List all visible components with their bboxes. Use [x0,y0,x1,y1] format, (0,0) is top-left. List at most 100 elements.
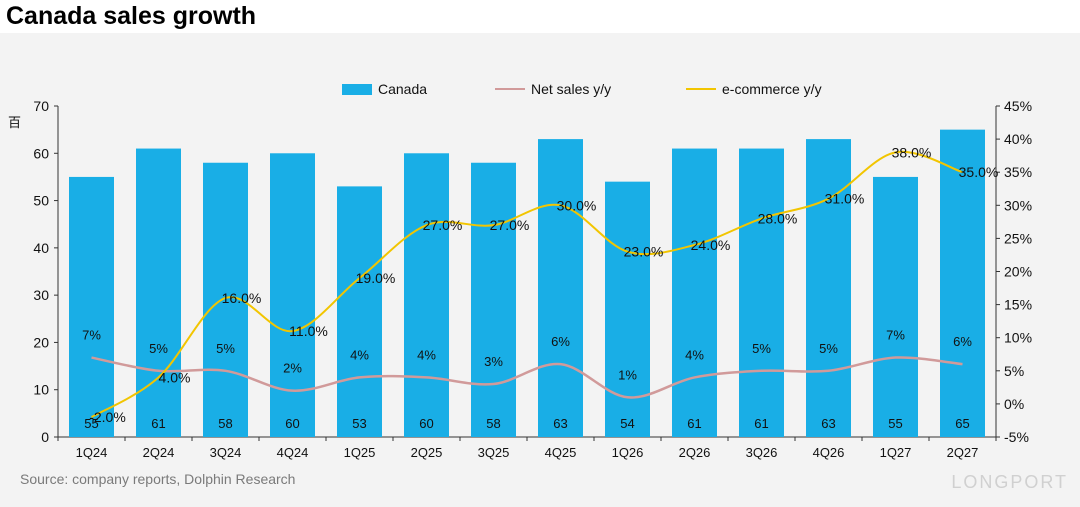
data-label-ecommerce: 11.0% [289,323,328,339]
data-label-canada: 61 [754,416,768,431]
y-tick-label-right: 30% [1004,197,1032,213]
x-tick-label: 3Q26 [746,445,778,460]
legend-label-ecommerce: e-commerce y/y [722,81,822,97]
y-tick-label-right: 40% [1004,131,1032,147]
bar-canada [471,162,516,437]
data-label-net-sales: 1% [618,367,637,382]
data-label-canada: 63 [553,416,567,431]
legend: Canada Net sales y/y e-commerce y/y [0,81,1080,101]
data-label-ecommerce: 19.0% [356,270,396,286]
legend-swatch-net-sales [495,88,525,90]
x-tick-label: 4Q24 [277,445,309,460]
y-tick-label-left: 20 [33,334,49,350]
y-tick-label-right: 35% [1004,164,1032,180]
x-tick-label: 2Q24 [143,445,175,460]
data-label-ecommerce: 24.0% [691,237,731,253]
bar-canada [270,153,315,438]
y-tick-label-right: 15% [1004,297,1032,313]
data-label-net-sales: 7% [82,328,101,343]
data-label-canada: 61 [687,416,701,431]
bar-canada [337,186,382,437]
y-tick-label-right: -5% [1004,429,1029,445]
bar-canada [605,181,650,437]
legend-swatch-ecommerce [686,88,716,90]
y-tick-label-right: 10% [1004,330,1032,346]
data-label-canada: 55 [888,416,902,431]
x-tick-label: 1Q27 [880,445,912,460]
x-tick-label: 1Q26 [612,445,644,460]
line-ecommerce [90,150,963,419]
legend-label-canada: Canada [378,81,428,97]
data-label-canada: 65 [955,416,969,431]
y-axis-label: 百 [8,115,22,130]
legend-item-canada: Canada [342,81,427,97]
data-label-net-sales: 5% [752,341,771,356]
data-label-ecommerce: 28.0% [758,211,798,227]
data-label-canada: 53 [352,416,366,431]
data-label-net-sales: 3% [484,354,503,369]
data-label-ecommerce: 16.0% [222,290,262,306]
data-label-net-sales: 4% [685,347,704,362]
data-label-ecommerce: 35.0% [959,164,999,180]
x-tick-label: 2Q27 [947,445,979,460]
data-label-ecommerce: 4.0% [159,369,191,385]
y-tick-label-left: 40 [33,240,49,256]
y-tick-label-left: 60 [33,145,49,161]
y-tick-label-left: 10 [33,382,49,398]
x-tick-label: 4Q26 [813,445,845,460]
legend-swatch-canada [342,83,372,95]
y-tick-label-left: 50 [33,193,49,209]
y-tick-label-right: 45% [1004,98,1032,114]
data-label-canada: 60 [419,416,433,431]
legend-label-net-sales: Net sales y/y [531,81,612,97]
x-tick-label: 3Q24 [210,445,242,460]
data-label-ecommerce: -2.0% [89,409,126,425]
bar-canada [940,129,985,437]
data-label-ecommerce: 27.0% [423,217,463,233]
bar-canada [873,176,918,437]
bar-canada [739,148,784,438]
legend-item-net-sales: Net sales y/y [495,81,611,97]
bar-canada [69,176,114,437]
data-label-canada: 61 [151,416,165,431]
data-label-net-sales: 5% [819,341,838,356]
y-tick-label-left: 0 [41,429,49,445]
bar-canada [538,139,583,437]
data-label-canada: 54 [620,416,634,431]
data-label-canada: 58 [218,416,232,431]
bar-canada [806,139,851,437]
watermark-logo: LONGPORT [951,472,1068,492]
data-label-ecommerce: 38.0% [892,144,932,160]
x-tick-label: 4Q25 [545,445,577,460]
line-net-sales [91,356,963,399]
x-tick-label: 1Q24 [76,445,108,460]
bar-canada [136,148,181,438]
data-label-canada: 60 [285,416,299,431]
data-label-net-sales: 6% [953,334,972,349]
legend-item-ecommerce: e-commerce y/y [686,81,822,97]
data-label-ecommerce: 30.0% [557,197,597,213]
y-tick-label-right: 20% [1004,264,1032,280]
x-tick-label: 1Q25 [344,445,376,460]
source-note: Source: company reports, Dolphin Researc… [20,471,296,487]
data-label-net-sales: 7% [886,328,905,343]
y-tick-label-left: 70 [33,98,49,114]
data-label-ecommerce: 23.0% [624,244,664,260]
y-tick-label-right: 0% [1004,396,1024,412]
data-label-ecommerce: 27.0% [490,217,530,233]
data-label-canada: 58 [486,416,500,431]
data-label-canada: 55 [84,416,98,431]
x-tick-label: 2Q26 [679,445,711,460]
bar-canada [672,148,717,438]
data-label-canada: 63 [821,416,835,431]
chart-title: Canada sales growth [6,2,257,30]
y-tick-label-right: 5% [1004,363,1024,379]
x-tick-label: 3Q25 [478,445,510,460]
data-label-net-sales: 4% [417,347,436,362]
data-label-net-sales: 6% [551,334,570,349]
data-label-net-sales: 2% [283,361,302,376]
y-tick-label-left: 30 [33,287,49,303]
data-label-ecommerce: 31.0% [825,191,865,207]
data-label-net-sales: 5% [149,341,168,356]
